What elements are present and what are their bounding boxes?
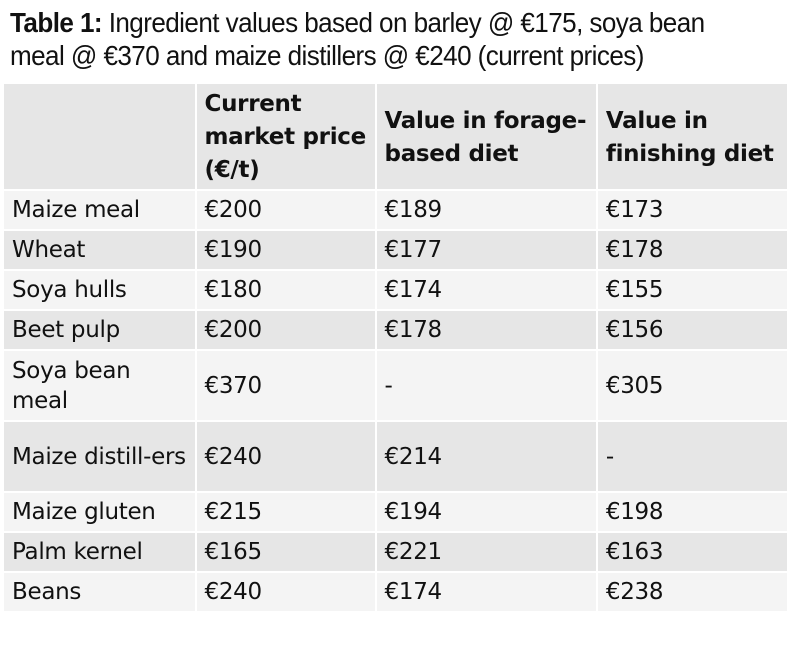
- cell-market-price: €370: [194, 349, 377, 422]
- cell-finishing-value: €305: [595, 349, 790, 422]
- table-row: Wheat €190 €177 €178: [2, 229, 790, 271]
- header-cell-forage-value: Value in forage-based diet: [374, 82, 598, 191]
- cell-ingredient: Maize gluten: [2, 491, 197, 533]
- cell-ingredient: Beans: [2, 571, 197, 613]
- cell-finishing-value: €155: [595, 269, 790, 311]
- cell-forage-value: €189: [374, 189, 598, 231]
- cell-forage-value: €194: [374, 491, 598, 533]
- table-caption: Table 1: Ingredient values based on barl…: [10, 6, 735, 72]
- cell-finishing-value: -: [595, 420, 790, 493]
- cell-ingredient: Soya hulls: [2, 269, 197, 311]
- cell-finishing-value: €238: [595, 571, 790, 613]
- cell-ingredient: Palm kernel: [2, 531, 197, 573]
- caption-text-line2: meal @ €370 and maize distillers @ €240 …: [10, 40, 644, 71]
- cell-ingredient: Maize distill-ers: [2, 420, 197, 493]
- ingredient-values-table: Current market price (€/t) Value in fora…: [2, 82, 790, 613]
- cell-finishing-value: €163: [595, 531, 790, 573]
- table-row: Maize distill-ers €240 €214-: [2, 420, 790, 493]
- table-row: Maize meal €200 €189 €173: [2, 189, 790, 231]
- header-cell-ingredient: [2, 82, 197, 191]
- cell-forage-value: €174: [374, 571, 598, 613]
- cell-ingredient: Maize meal: [2, 189, 197, 231]
- cell-finishing-value: €156: [595, 309, 790, 351]
- cell-market-price: €215: [194, 491, 377, 533]
- cell-forage-value: €214: [374, 420, 598, 493]
- cell-market-price: €200: [194, 189, 377, 231]
- cell-finishing-value: €198: [595, 491, 790, 533]
- cell-forage-value: €221: [374, 531, 598, 573]
- cell-forage-value: €177: [374, 229, 598, 271]
- cell-forage-value: €174: [374, 269, 598, 311]
- cell-market-price: €165: [194, 531, 377, 573]
- cell-ingredient: Soya bean meal: [2, 349, 197, 422]
- cell-finishing-value: €173: [595, 189, 790, 231]
- cell-ingredient: Wheat: [2, 229, 197, 271]
- cell-ingredient: Beet pulp: [2, 309, 197, 351]
- table-row: Soya hulls €180 €174 €155: [2, 269, 790, 311]
- cell-market-price: €240: [194, 571, 377, 613]
- cell-forage-value: -: [374, 349, 598, 422]
- caption-text: Ingredient values based on barley @ €175…: [102, 7, 705, 38]
- cell-market-price: €240: [194, 420, 377, 493]
- cell-market-price: €200: [194, 309, 377, 351]
- table-row: Beans €240 €174 €238: [2, 571, 790, 613]
- cell-finishing-value: €178: [595, 229, 790, 271]
- cell-forage-value: €178: [374, 309, 598, 351]
- header-cell-finishing-value: Value in finishing diet: [595, 82, 790, 191]
- caption-label: Table 1:: [10, 7, 103, 38]
- table-row: Beet pulp €200 €178 €156: [2, 309, 790, 351]
- table-row: Palm kernel €165 €221 €163: [2, 531, 790, 573]
- header-row: Current market price (€/t) Value in fora…: [2, 82, 790, 191]
- table-row: Maize gluten €215 €194 €198: [2, 491, 790, 533]
- table-row: Soya bean meal €370- €305: [2, 349, 790, 422]
- header-cell-market-price: Current market price (€/t): [194, 82, 377, 191]
- cell-market-price: €180: [194, 269, 377, 311]
- cell-market-price: €190: [194, 229, 377, 271]
